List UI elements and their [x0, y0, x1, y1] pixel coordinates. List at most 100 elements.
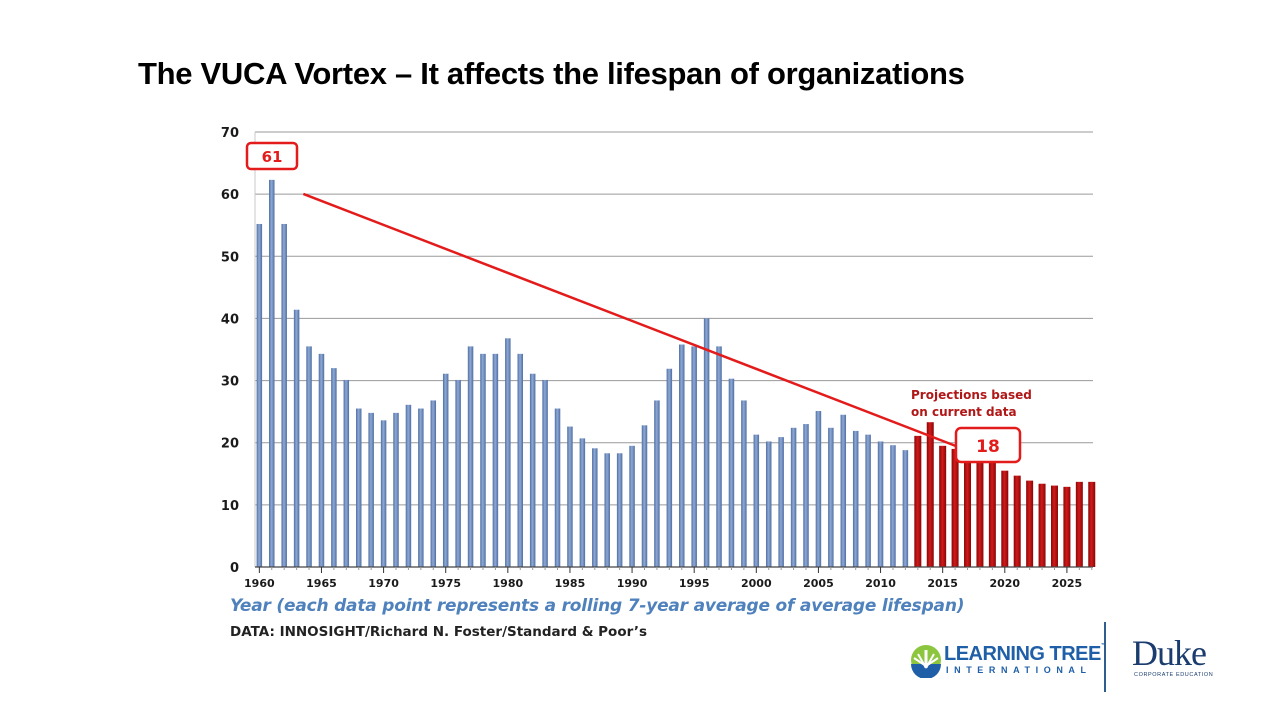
start-value-label: 61 [262, 148, 283, 166]
y-tick-label: 0 [230, 561, 239, 576]
bar-1989 [616, 453, 623, 567]
bar-1975 [442, 373, 449, 567]
y-tick-label: 20 [221, 437, 239, 452]
bar-1966 [331, 368, 337, 567]
bar-2023 [1038, 483, 1046, 567]
bar-1974 [430, 400, 437, 567]
bar-1969 [368, 412, 374, 567]
duke-subtitle: CORPORATE EDUCATION [1134, 672, 1214, 678]
bar-1999 [741, 400, 747, 567]
bar-1980 [505, 338, 511, 567]
x-tick-label: 2005 [803, 577, 834, 590]
projection-note-line1: Projections based [911, 388, 1032, 402]
x-tick-label: 1970 [368, 577, 399, 590]
bar-2011 [890, 445, 896, 567]
bar-2002 [778, 437, 784, 567]
x-tick-label: 2025 [1052, 577, 1083, 590]
x-tick-label: 2010 [865, 577, 896, 590]
end-value-label: 18 [976, 437, 1000, 457]
learning-tree-subtitle: INTERNATIONAL [946, 665, 1092, 675]
bar-1960 [256, 223, 263, 567]
bar-1979 [492, 353, 499, 567]
bar-1991 [641, 425, 648, 567]
bar-chart: 0 10 20 30 40 50 60 70 1960 1965 1970 1975 1980 1985… [221, 126, 1096, 590]
duke-logo: Duke CORPORATE EDUCATION [1130, 632, 1230, 682]
bar-2025 [1063, 486, 1071, 567]
y-tick-label: 40 [221, 312, 239, 327]
bar-2007 [840, 414, 847, 567]
bar-1965 [318, 353, 325, 567]
bar-1967 [343, 379, 350, 567]
x-tick-label: 1980 [493, 577, 524, 590]
bar-1996 [703, 318, 710, 567]
annotations: 61 18 Projections based on current data [245, 141, 1032, 464]
bar-1997 [716, 346, 722, 567]
projection-note-line2: on current data [911, 405, 1017, 419]
bar-1981 [517, 353, 524, 567]
logo-divider [1104, 622, 1106, 692]
start-value-box [245, 141, 299, 171]
slide-title: The VUCA Vortex – It affects the lifespa… [138, 56, 965, 91]
bar-1968 [355, 408, 362, 567]
x-tick-label: 1985 [555, 577, 586, 590]
bar-1984 [554, 408, 561, 567]
bar-2017 [964, 455, 972, 567]
bar-2016 [951, 448, 959, 567]
bar-2015 [939, 445, 947, 567]
bar-1993 [666, 368, 673, 567]
bar-2005 [815, 411, 822, 567]
bar-2001 [765, 441, 772, 567]
bar-1990 [629, 445, 635, 567]
learning-tree-logo: LEARNING TREE™ INTERNATIONAL [910, 640, 1107, 680]
bar-1995 [691, 346, 697, 567]
bar-1983 [542, 379, 548, 567]
bar-1961 [269, 179, 275, 567]
bar-2013 [914, 435, 922, 567]
bar-1971 [393, 412, 399, 567]
x-tick-label: 2020 [989, 577, 1020, 590]
learning-tree-name: LEARNING TREE™ [944, 643, 1107, 665]
bar-1973 [418, 408, 424, 567]
bar-1982 [529, 373, 536, 567]
bar-1964 [306, 346, 312, 567]
x-tick-label: 1995 [679, 577, 710, 590]
x-tick-label: 1960 [244, 577, 275, 590]
x-tick-label: 1975 [430, 577, 461, 590]
bar-1986 [579, 438, 586, 567]
bar-1994 [679, 344, 685, 567]
y-tick-label: 70 [221, 126, 239, 141]
bar-2020 [1001, 470, 1009, 567]
bar-2027 [1088, 481, 1096, 567]
bar-2021 [1013, 475, 1021, 567]
x-tick-label: 2015 [927, 577, 958, 590]
end-value-box [954, 426, 1022, 464]
trend-arrow-line [302, 192, 967, 452]
y-tick-label: 30 [221, 375, 239, 390]
bar-2018 [976, 458, 984, 567]
x-axis: 1960 1965 1970 1975 1980 1985 1990 1995 2000 2005… [244, 566, 1093, 590]
bar-2012 [902, 450, 909, 567]
bar-1987 [592, 448, 598, 567]
x-tick-label: 1990 [617, 577, 648, 590]
bar-2026 [1075, 481, 1083, 567]
x-tick-label: 1965 [306, 577, 337, 590]
bar-1963 [293, 309, 300, 567]
y-tick-label: 10 [221, 499, 239, 514]
bar-1962 [281, 223, 287, 567]
bar-1998 [728, 378, 735, 567]
x-tick-label: 2000 [741, 577, 772, 590]
y-axis-ticks: 0 10 20 30 40 50 60 70 [221, 126, 239, 576]
bars [256, 179, 1096, 567]
bar-1976 [455, 379, 461, 567]
y-tick-label: 50 [221, 250, 239, 265]
bar-1970 [380, 420, 387, 567]
bar-1992 [654, 400, 660, 567]
y-tick-label: 60 [221, 188, 239, 203]
x-axis-label: Year (each data point represents a rolli… [230, 596, 965, 616]
bar-2000 [753, 434, 760, 567]
bar-2008 [852, 430, 859, 567]
bar-1988 [604, 453, 610, 567]
bar-2022 [1026, 480, 1034, 567]
bar-2019 [988, 461, 996, 567]
bar-1978 [480, 353, 486, 567]
